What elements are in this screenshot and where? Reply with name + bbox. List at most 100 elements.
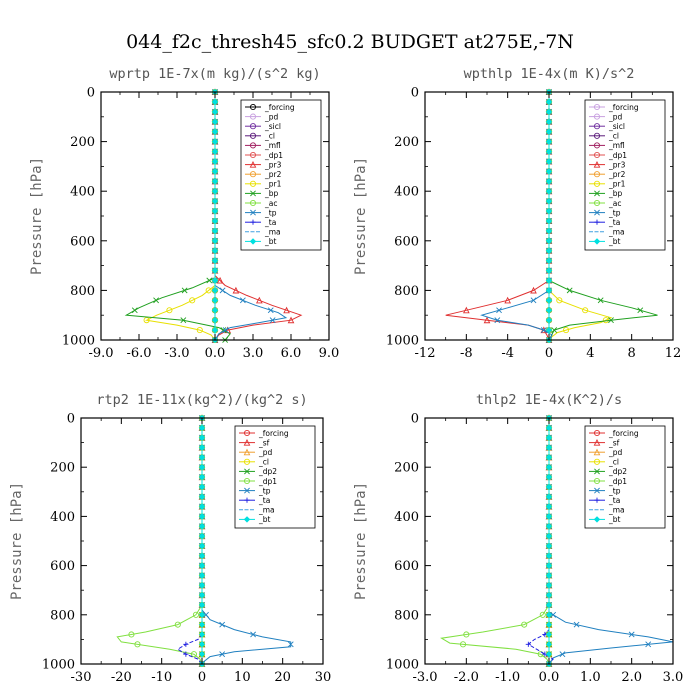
data-point — [198, 493, 206, 500]
series-line — [144, 92, 216, 341]
data-point — [463, 306, 470, 314]
data-point — [211, 108, 219, 116]
data-point — [211, 178, 219, 185]
legend-item: _dp1 — [589, 477, 627, 486]
data-point — [211, 168, 219, 175]
series-bt — [198, 414, 206, 668]
legend-label: _cl — [608, 458, 619, 467]
legend-label: _ta — [608, 218, 620, 227]
data-point — [628, 631, 635, 638]
data-point — [211, 267, 219, 274]
data-point — [525, 641, 531, 647]
data-point — [545, 542, 553, 550]
legend-item: _cl — [239, 458, 269, 467]
legend-label: _ta — [258, 496, 270, 505]
series-line — [176, 418, 203, 665]
data-point — [211, 307, 219, 314]
series-tp — [480, 89, 553, 343]
data-point — [539, 611, 546, 618]
data-point — [545, 138, 553, 145]
data-point — [239, 297, 246, 304]
legend-label: _forcing — [608, 429, 639, 438]
data-point — [459, 641, 467, 648]
data-point — [545, 621, 553, 628]
data-point — [504, 296, 511, 304]
y-tick-label: 1000 — [42, 658, 75, 673]
legend-item: _ta — [589, 218, 620, 227]
data-point — [211, 297, 219, 304]
legend-label: _ma — [258, 506, 275, 515]
y-axis-label: Pressure [hPa] — [29, 157, 45, 275]
legend-item: _forcing — [239, 429, 289, 438]
legend-marker — [244, 487, 250, 494]
legend-marker — [593, 199, 601, 207]
data-point — [203, 611, 209, 618]
legend-marker — [250, 219, 256, 225]
data-point — [551, 327, 558, 333]
x-tick-label: -20 — [111, 670, 132, 685]
data-point — [211, 128, 219, 135]
data-point — [545, 297, 553, 304]
y-tick-label: 600 — [50, 559, 75, 574]
data-point — [256, 296, 263, 304]
legend-marker — [249, 199, 257, 207]
data-point — [545, 287, 553, 294]
y-tick-label: 400 — [394, 185, 419, 200]
legend-item: _cl — [589, 132, 619, 141]
data-point — [250, 631, 257, 638]
data-point — [545, 611, 553, 618]
legend-item: _pd — [239, 448, 273, 457]
legend-item: _tp — [589, 486, 621, 495]
legend-label: _ta — [608, 496, 620, 505]
data-point — [563, 327, 570, 334]
data-point — [131, 307, 138, 314]
y-axis-label: Pressure [hPa] — [353, 482, 369, 600]
data-point — [496, 307, 502, 314]
legend-item: _dp1 — [239, 477, 277, 486]
legend-label: _ma — [264, 228, 281, 237]
y-tick-label: 600 — [394, 559, 419, 574]
x-tick-label: -4 — [501, 346, 514, 361]
legend-marker — [243, 429, 251, 437]
panels: wprtp 1E-7x(m kg)/(s^2 kg) Pressure [hPa]… — [9, 66, 683, 685]
data-point — [198, 572, 206, 579]
legend-marker — [243, 477, 251, 485]
x-tick-label: 8 — [628, 346, 636, 361]
data-point — [545, 444, 553, 451]
series-line — [440, 418, 550, 665]
legend-label: _tp — [608, 208, 621, 217]
data-point — [206, 277, 213, 284]
legend-marker — [249, 132, 257, 139]
data-point — [190, 651, 197, 658]
data-point — [174, 621, 181, 628]
legend-label: _pr1 — [264, 180, 282, 189]
legend-label: _pr2 — [608, 170, 626, 179]
panel-3: rtp2 1E-11x(kg^2)/(kg^2 s) Pressure [hPa]… — [9, 392, 331, 685]
series-dp1 — [440, 414, 553, 668]
legend-label: _pr3 — [264, 160, 282, 169]
data-point — [287, 316, 295, 324]
legend-label: _ta — [264, 218, 276, 227]
legend: _forcing_pd_sicl_cl_mfl_dp1_pr3_pr2_pr1_… — [240, 99, 322, 251]
legend-item: _dp2 — [589, 467, 627, 476]
data-point — [219, 621, 226, 628]
legend-label: _dp2 — [608, 467, 627, 476]
legend-label: _sf — [258, 438, 270, 447]
series-line — [480, 92, 553, 341]
data-point — [521, 621, 528, 628]
data-point — [645, 641, 652, 648]
legend-marker — [249, 160, 257, 168]
data-point — [211, 138, 219, 145]
y-tick-label: 400 — [394, 510, 419, 525]
data-point — [566, 287, 573, 294]
legend-item: _sf — [239, 438, 270, 447]
data-point — [545, 582, 553, 589]
legend-item: _tp — [239, 486, 271, 495]
x-tick-label: 10 — [234, 670, 251, 685]
legend-marker — [249, 171, 257, 178]
y-tick-label: 600 — [394, 234, 419, 249]
panel-title: wprtp 1E-7x(m kg)/(s^2 kg) — [109, 66, 320, 82]
legend-item: _pr3 — [589, 160, 626, 169]
legend-marker — [249, 238, 257, 245]
